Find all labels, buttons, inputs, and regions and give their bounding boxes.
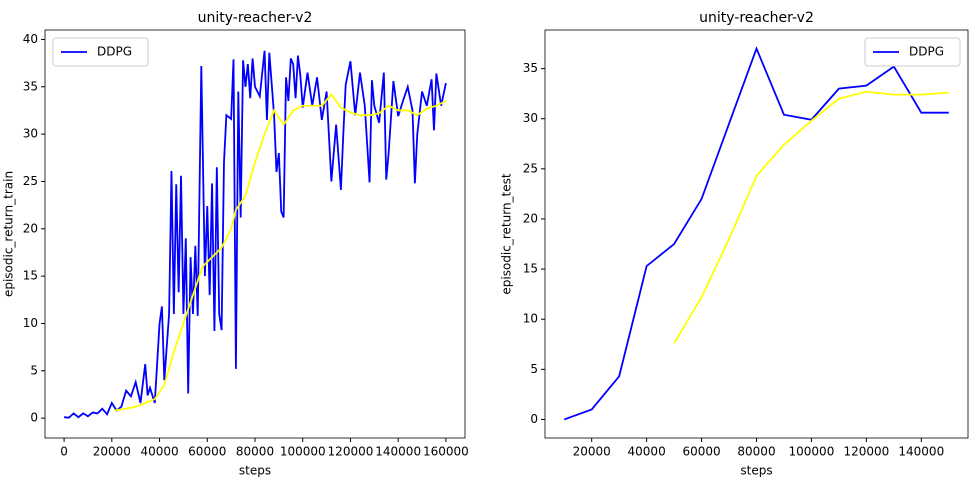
y-tick-label: 30: [23, 127, 38, 141]
series-line: [63, 50, 447, 419]
y-tick-label: 35: [23, 79, 38, 93]
y-tick-label: 0: [530, 412, 538, 426]
x-tick-label: 140000: [898, 445, 944, 459]
y-axis-label: episodic_return_train: [2, 171, 16, 297]
legend-box: [52, 37, 149, 67]
series-line: [563, 46, 949, 421]
y-tick-label: 20: [523, 211, 538, 225]
x-tick-label: 120000: [328, 445, 374, 459]
y-tick-label: 35: [523, 61, 538, 75]
x-tick-label: 40000: [628, 445, 666, 459]
x-tick-label: 60000: [188, 445, 226, 459]
plot-frame: [544, 29, 969, 439]
y-tick-label: 20: [23, 221, 38, 235]
chart-title: unity-reacher-v2: [699, 10, 814, 26]
series-line: [673, 90, 949, 344]
x-tick-label: 20000: [573, 445, 611, 459]
x-tick-label: 140000: [375, 445, 421, 459]
x-tick-label: 100000: [280, 445, 326, 459]
x-tick-label: 0: [60, 445, 68, 459]
y-tick-label: 5: [30, 363, 38, 377]
x-tick-label: 40000: [140, 445, 178, 459]
x-tick-label: 160000: [423, 445, 469, 459]
x-tick-label: 100000: [789, 445, 835, 459]
y-tick-label: 25: [523, 161, 538, 175]
x-tick-label: 60000: [682, 445, 720, 459]
series-line: [114, 92, 447, 412]
chart-title: unity-reacher-v2: [198, 10, 313, 26]
legend-label: DDPG: [97, 45, 132, 59]
y-tick-label: 15: [523, 262, 538, 276]
y-tick-label: 40: [23, 32, 38, 46]
y-tick-label: 0: [30, 411, 38, 425]
legend-box: [864, 37, 961, 67]
y-tick-label: 10: [523, 312, 538, 326]
x-tick-label: 20000: [93, 445, 131, 459]
x-axis-label: steps: [740, 464, 772, 478]
x-tick-label: 120000: [843, 445, 889, 459]
y-tick-label: 15: [23, 269, 38, 283]
y-axis-label: episodic_return_test: [500, 173, 514, 295]
y-tick-label: 5: [530, 362, 538, 376]
y-tick-label: 10: [23, 316, 38, 330]
x-tick-label: 80000: [737, 445, 775, 459]
legend-label: DDPG: [909, 45, 944, 59]
x-axis-label: steps: [239, 464, 271, 478]
plot-frame: [44, 29, 466, 439]
y-tick-label: 25: [23, 174, 38, 188]
x-tick-label: 80000: [236, 445, 274, 459]
y-tick-label: 30: [523, 111, 538, 125]
